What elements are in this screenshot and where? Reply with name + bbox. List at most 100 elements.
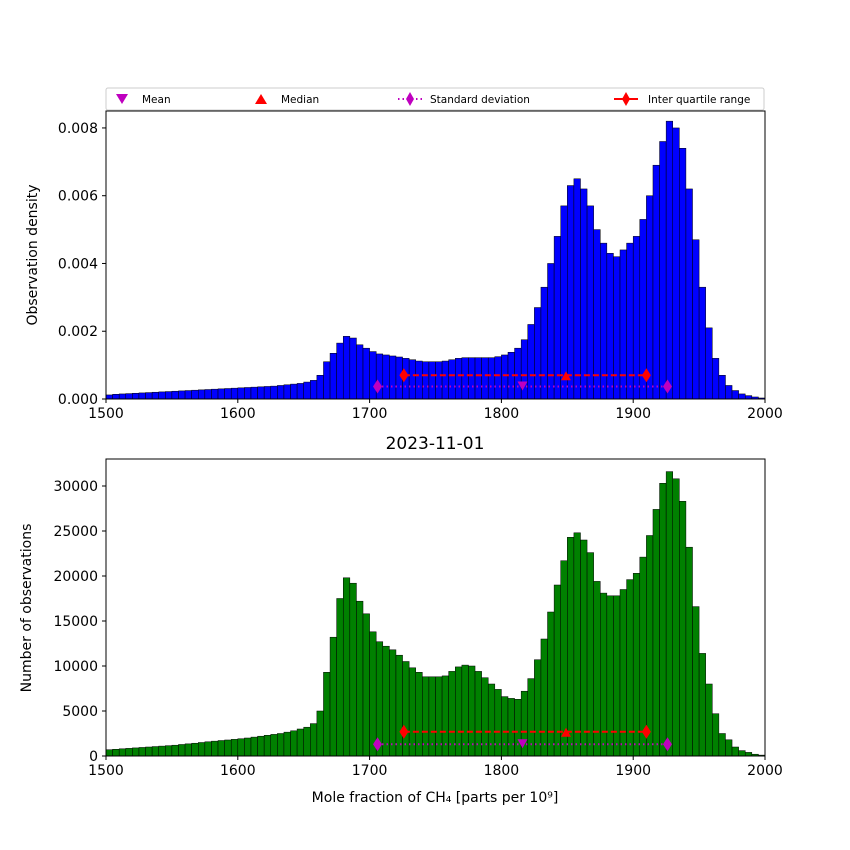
count-bar-1785 xyxy=(481,677,489,757)
density-bar-1920 xyxy=(659,141,667,400)
density-bar-1505 xyxy=(112,394,120,400)
count-bar-1570 xyxy=(198,742,206,757)
count-bar-1655 xyxy=(310,723,318,757)
count-bar-1595 xyxy=(230,739,239,757)
density-bar-1630 xyxy=(277,385,285,400)
density-x-ticks: 1500 1600 1700 1800 1900 2000 xyxy=(88,399,783,422)
legend-entry-mean: Mean xyxy=(116,94,171,106)
count-std-high-marker xyxy=(662,737,672,752)
density-bar-1955 xyxy=(705,327,713,400)
count-bar-1700 xyxy=(369,631,377,757)
count-bar-1775 xyxy=(468,665,476,757)
count-bar-1500 xyxy=(105,749,113,757)
count-bar-1975 xyxy=(731,746,739,757)
count-bar-1770 xyxy=(461,664,469,757)
density-bar-1600 xyxy=(237,387,245,400)
density-bar-1930 xyxy=(672,127,680,400)
legend-std-label: Standard deviation xyxy=(430,94,530,106)
density-bar-1570 xyxy=(198,389,206,400)
count-bar-1615 xyxy=(257,735,265,757)
count-bar-1830 xyxy=(540,638,548,757)
count-bar-1630 xyxy=(277,733,285,757)
density-x-tick-label-1800: 1800 xyxy=(484,406,520,422)
legend-frame xyxy=(105,87,765,111)
density-axes-frame xyxy=(105,110,766,400)
density-bar-1980 xyxy=(738,393,746,400)
density-bar-1960 xyxy=(712,358,720,400)
density-bar-1685 xyxy=(349,337,357,400)
count-x-axis-label: Mole fraction of CH₄ [parts per 10⁹] xyxy=(312,790,559,806)
density-x-tick-label-1700: 1700 xyxy=(352,406,388,422)
count-bar-1675 xyxy=(336,598,344,757)
count-bar-1625 xyxy=(270,734,278,757)
count-bar-1850 xyxy=(567,537,575,757)
count-bar-1600 xyxy=(237,738,245,757)
density-bar-1765 xyxy=(455,358,463,400)
density-y-tick-label-0.004: 0.004 xyxy=(58,256,98,272)
count-bar-1555 xyxy=(178,744,186,757)
count-bar-1960 xyxy=(712,713,720,757)
count-y-tick-label-10000: 10000 xyxy=(53,659,98,675)
count-bar-1695 xyxy=(362,613,370,757)
density-bar-1560 xyxy=(184,390,192,400)
density-x-tick-label-1600: 1600 xyxy=(220,406,256,422)
count-y-ticks: 0 5000 10000 15000 20000 25000 30000 xyxy=(53,479,106,765)
density-bar-1845 xyxy=(560,205,568,400)
count-bar-1565 xyxy=(191,742,199,757)
count-bar-1605 xyxy=(244,737,252,757)
count-bar-1870 xyxy=(593,581,601,757)
count-bar-1765 xyxy=(455,666,463,757)
density-bar-1550 xyxy=(171,390,179,400)
count-median-marker xyxy=(560,727,571,737)
density-bar-1580 xyxy=(211,388,219,400)
count-bar-1725 xyxy=(402,661,410,757)
density-bar-1680 xyxy=(342,336,351,400)
count-bar-1635 xyxy=(283,731,291,757)
density-bar-1950 xyxy=(698,286,706,400)
density-bar-1760 xyxy=(448,359,456,400)
density-bar-1785 xyxy=(481,357,489,400)
density-bar-1945 xyxy=(692,239,700,400)
count-bar-1545 xyxy=(165,745,173,757)
count-bar-1530 xyxy=(145,746,153,757)
density-bar-1730 xyxy=(408,359,416,400)
density-bar-1525 xyxy=(138,392,146,400)
count-y-tick-label-30000: 30000 xyxy=(53,479,98,495)
legend-mean-label: Mean xyxy=(142,94,171,106)
density-bar-1615 xyxy=(257,386,265,400)
density-bar-1700 xyxy=(369,351,377,400)
density-bar-1625 xyxy=(270,385,278,400)
count-bar-1925 xyxy=(665,471,673,757)
density-bar-1660 xyxy=(316,375,324,400)
density-statistics xyxy=(373,368,672,394)
density-std-high-marker xyxy=(662,379,672,394)
count-x-tick-label-1800: 1800 xyxy=(484,763,520,779)
density-bar-1710 xyxy=(382,354,390,400)
count-x-ticks: 1500 1600 1700 1800 1900 2000 xyxy=(88,756,783,779)
count-bar-1645 xyxy=(296,728,304,757)
density-bar-1885 xyxy=(613,256,621,400)
count-bar-1665 xyxy=(323,672,331,757)
count-bar-1575 xyxy=(204,741,212,757)
density-bar-1715 xyxy=(389,355,397,400)
count-histogram: 2023-11-01 1500 1600 1700 1800 1900 2000 0 500… xyxy=(19,434,783,806)
density-bar-1780 xyxy=(474,357,482,400)
density-bar-1590 xyxy=(224,388,232,400)
count-bar-1805 xyxy=(507,698,515,757)
legend-median-marker xyxy=(255,94,267,104)
density-bar-1515 xyxy=(125,393,133,400)
count-bar-1950 xyxy=(698,653,706,757)
density-bar-1835 xyxy=(547,263,555,400)
density-iqr-high-marker xyxy=(641,368,651,383)
density-bar-1795 xyxy=(494,356,502,400)
density-bar-1575 xyxy=(204,389,212,400)
density-bar-1555 xyxy=(178,390,186,400)
count-bar-1580 xyxy=(211,740,219,757)
count-bar-1715 xyxy=(389,649,397,757)
legend-entry-std: Standard deviation xyxy=(398,92,530,106)
count-y-tick-label-25000: 25000 xyxy=(53,524,98,540)
density-bar-1750 xyxy=(435,361,443,400)
density-bar-1670 xyxy=(329,353,337,400)
density-bar-1755 xyxy=(441,360,449,400)
count-bar-1640 xyxy=(290,730,298,757)
